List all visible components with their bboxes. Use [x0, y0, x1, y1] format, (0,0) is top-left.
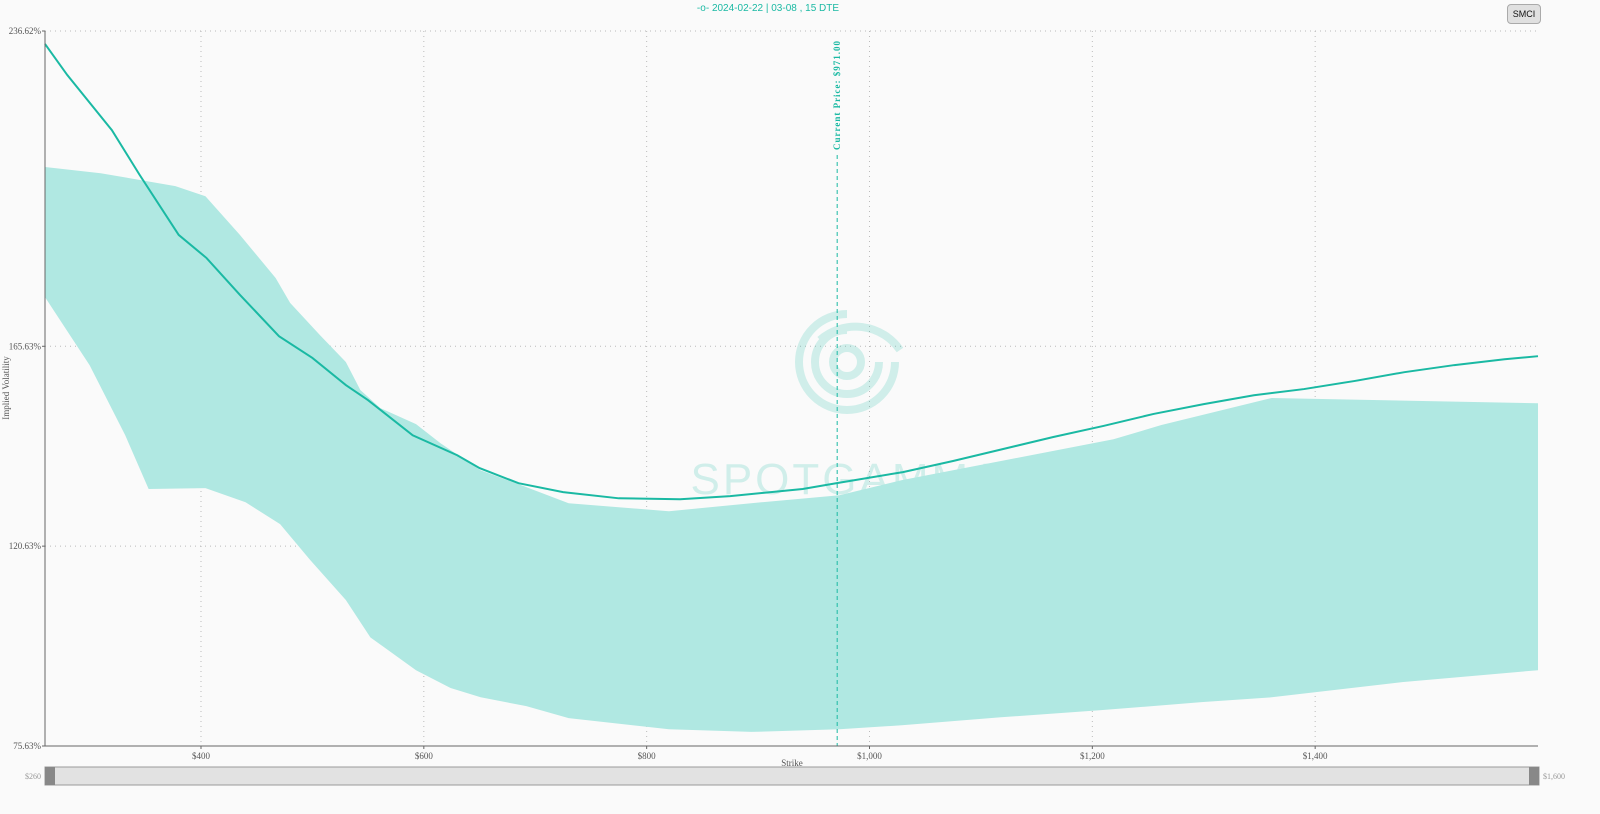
iv-range-band	[45, 166, 1538, 732]
iv-series-line	[44, 43, 1539, 501]
y-tick-label: 75.63%	[13, 741, 41, 751]
slider-right-handle[interactable]	[1529, 767, 1539, 785]
x-tick-label: $400	[192, 751, 211, 761]
range-slider[interactable]: $260 $1,600	[25, 766, 1565, 786]
current-price-label: Current Price: $971.00	[832, 40, 842, 150]
x-tick-label: $1,000	[857, 751, 882, 761]
x-tick-label: $1,400	[1303, 751, 1328, 761]
x-tick-label: $800	[638, 751, 657, 761]
axes: 75.63% 120.63% 165.63% 236.62% $400 $600 $800 $…	[9, 26, 1538, 761]
slider-left-handle[interactable]	[45, 767, 55, 785]
y-tick-label: 165.63%	[9, 341, 42, 351]
x-axis-label: Strike	[781, 758, 803, 768]
x-tick-label: $1,200	[1080, 751, 1105, 761]
legend-label: 2024-02-22 | 03-08 , 15 DTE	[711, 3, 840, 14]
line-circle-marker-icon: -o-	[696, 3, 710, 14]
y-tick-label: 236.62%	[9, 26, 42, 36]
ticker-button[interactable]: SMCI	[1507, 4, 1541, 24]
x-tick-label: $600	[415, 751, 434, 761]
slider-max-label: $1,600	[1543, 772, 1565, 781]
legend[interactable]: -o- 2024-02-22 | 03-08 , 15 DTE	[0, 3, 1536, 14]
spotgamma-logo-icon	[795, 310, 904, 414]
y-axis-label: Implied Volatility	[1, 356, 11, 420]
y-tick-label: 120.63%	[9, 541, 42, 551]
slider-min-label: $260	[25, 772, 41, 781]
